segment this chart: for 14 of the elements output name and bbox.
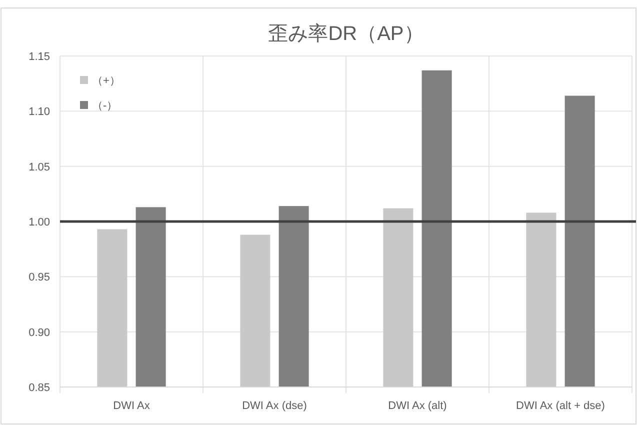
x-tick-label: DWI Ax	[113, 400, 150, 412]
legend-label: （+）	[92, 75, 120, 87]
x-tick-label: DWI Ax (alt + dse)	[516, 400, 605, 412]
y-tick-label: 0.90	[28, 326, 50, 339]
y-tick-label: 1.00	[28, 216, 50, 228]
chart-title: 歪み率DR（AP）	[268, 23, 424, 45]
y-tick-label: 1.15	[28, 51, 50, 63]
y-tick-label: 0.95	[28, 272, 50, 284]
y-tick-label: 1.05	[28, 161, 50, 174]
y-tick-label: 1.10	[28, 106, 50, 118]
x-tick-label: DWI Ax (alt)	[388, 400, 447, 412]
y-tick-label: 0.85	[28, 382, 50, 394]
x-tick-label: DWI Ax (dse)	[242, 400, 307, 412]
legend-label: （-）	[92, 100, 118, 112]
